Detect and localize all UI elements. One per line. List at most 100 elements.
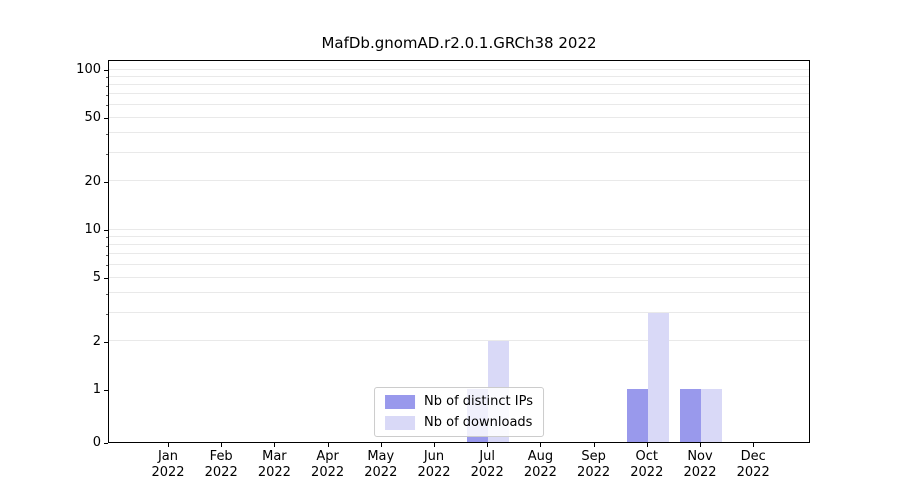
y-minor-tick <box>106 94 108 96</box>
x-tick-month: Mar <box>262 449 287 464</box>
gridline <box>109 180 809 182</box>
x-tick <box>646 443 648 447</box>
x-tick <box>327 443 329 447</box>
x-tick-label: May 2022 <box>351 449 411 481</box>
x-tick-label: Jan 2022 <box>138 449 198 481</box>
y-minor-tick <box>106 77 108 79</box>
x-tick <box>434 443 435 447</box>
y-minor-tick <box>106 85 108 87</box>
plot-area: Nb of distinct IPs Nb of downloads <box>108 60 810 443</box>
legend-label-distinct-ips: Nb of distinct IPs <box>424 394 533 409</box>
x-tick-label: Mar 2022 <box>244 449 304 481</box>
y-tick <box>104 341 108 343</box>
x-tick-month: Apr <box>316 449 339 464</box>
gridline <box>109 104 809 105</box>
gridline <box>109 264 809 265</box>
x-tick <box>753 443 755 447</box>
x-tick-year: 2022 <box>257 465 291 480</box>
x-tick-label: Feb 2022 <box>191 449 251 481</box>
legend-swatch-downloads-icon <box>385 415 416 430</box>
x-tick-month: May <box>367 449 395 464</box>
x-tick <box>168 443 169 447</box>
x-tick-label: Apr 2022 <box>298 449 358 481</box>
y-tick <box>104 390 108 391</box>
x-tick-month: Oct <box>635 449 659 464</box>
y-tick-label: 1 <box>92 382 101 397</box>
bar-downloads <box>701 389 722 442</box>
x-tick-year: 2022 <box>364 465 398 480</box>
x-tick-year: 2022 <box>417 465 451 480</box>
gridline <box>109 244 809 246</box>
gridline <box>109 152 809 154</box>
gridline <box>109 276 809 278</box>
gridline <box>109 235 809 237</box>
x-tick-label: Sep 2022 <box>564 449 624 481</box>
x-tick-month: Jan <box>157 449 179 464</box>
x-axis: Jan 2022 Feb 2022 Mar 2022 Apr 2022 May 2022 Jun 20… <box>108 449 810 489</box>
y-tick <box>104 118 108 120</box>
x-tick-year: 2022 <box>577 465 611 480</box>
y-minor-tick <box>106 265 108 267</box>
y-tick-label: 5 <box>92 270 101 286</box>
x-tick <box>274 443 276 447</box>
x-tick-year: 2022 <box>204 465 238 480</box>
x-tick-label: Jun 2022 <box>404 449 464 481</box>
x-tick-month: Jun <box>423 449 445 464</box>
y-tick-label: 20 <box>84 173 101 189</box>
x-tick-month: Dec <box>740 449 766 464</box>
gridline <box>109 75 809 77</box>
legend-item-downloads: Nb of downloads <box>385 415 533 430</box>
y-minor-tick <box>106 245 108 247</box>
chart-title: MafDb.gnomAD.r2.0.1.GRCh38 2022 <box>321 34 597 52</box>
y-minor-tick <box>106 254 108 256</box>
y-tick <box>104 181 108 183</box>
x-tick <box>593 443 595 447</box>
x-tick-month: Feb <box>209 449 233 464</box>
y-minor-tick <box>106 153 108 155</box>
x-tick-year: 2022 <box>311 465 345 480</box>
gridline <box>109 228 809 230</box>
x-tick <box>700 443 701 447</box>
legend-item-distinct-ips: Nb of distinct IPs <box>385 394 533 409</box>
gridline <box>109 253 809 255</box>
x-tick-year: 2022 <box>630 465 664 480</box>
y-tick <box>104 443 108 444</box>
gridline <box>109 93 809 95</box>
x-tick-year: 2022 <box>523 465 557 480</box>
x-tick <box>540 443 542 447</box>
y-tick-label: 10 <box>84 222 101 237</box>
x-tick-month: Jul <box>479 449 496 464</box>
y-minor-tick <box>106 237 108 239</box>
gridline <box>109 132 809 134</box>
legend: Nb of distinct IPs Nb of downloads <box>374 387 544 437</box>
gridline <box>109 68 809 70</box>
x-tick-year: 2022 <box>736 465 770 480</box>
legend-label-downloads: Nb of downloads <box>424 415 533 430</box>
x-tick <box>380 443 382 447</box>
y-axis: 0 1 2 5 10 20 50 100 <box>0 60 101 450</box>
bar-distinct-ips <box>626 389 648 442</box>
x-tick-month: Nov <box>687 449 713 464</box>
x-tick-year: 2022 <box>683 465 717 480</box>
y-tick-label: 0 <box>92 435 101 450</box>
y-tick-label: 2 <box>92 333 101 349</box>
y-tick <box>104 230 108 231</box>
y-minor-tick <box>106 105 108 107</box>
gridline <box>109 292 809 294</box>
gridline <box>109 312 809 314</box>
gridline <box>109 340 809 342</box>
x-tick <box>221 443 223 447</box>
bar-downloads <box>647 312 669 442</box>
y-minor-tick <box>106 293 108 295</box>
x-tick <box>487 443 489 447</box>
y-minor-tick <box>106 133 108 135</box>
y-tick-label: 100 <box>76 62 101 77</box>
x-tick-month: Sep <box>581 449 606 464</box>
legend-swatch-distinct-ips-icon <box>385 394 416 409</box>
y-tick <box>104 278 108 280</box>
x-tick-label: Aug 2022 <box>510 449 570 481</box>
x-tick-label: Dec 2022 <box>723 449 783 481</box>
gridline <box>109 84 809 86</box>
x-tick-year: 2022 <box>151 465 185 480</box>
